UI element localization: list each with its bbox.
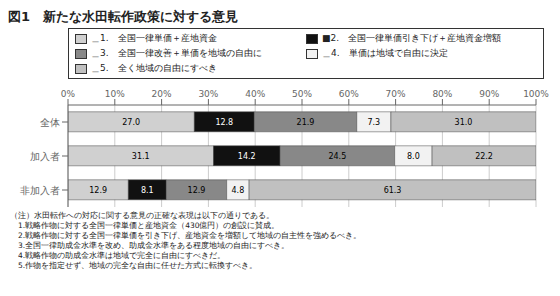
svg-text:14.2: 14.2 — [238, 152, 256, 161]
html-text:＿5. 全く地域の自由にすべき: ＿5. 全く地域の自由にすべき — [91, 63, 217, 73]
svg-text:12.9: 12.9 — [188, 186, 206, 195]
html-text:図1 新たな水田転作政策に対する意見: 図1 新たな水田転作政策に対する意見 — [8, 9, 238, 24]
svg-text:60%: 60% — [339, 89, 359, 99]
html-text:＿4. 単価は地域で自由に決定: ＿4. 単価は地域で自由に決定 — [322, 48, 448, 58]
html-text:＿3. 全国一律改善＋単価を地域の自由に: ＿3. 全国一律改善＋単価を地域の自由に — [91, 48, 262, 58]
svg-text:61.3: 61.3 — [384, 186, 402, 195]
svg-text:31.1: 31.1 — [132, 152, 150, 161]
html-text:（注）水田転作への対応に関する意見の正確な表現は以下の通りで: （注）水田転作への対応に関する意見の正確な表現は以下の通りである。 — [10, 211, 274, 220]
svg-text:27.0: 27.0 — [122, 118, 140, 127]
svg-text:24.5: 24.5 — [328, 152, 346, 161]
svg-text:12.9: 12.9 — [89, 186, 107, 195]
svg-text:加入者: 加入者 — [30, 151, 60, 162]
svg-text:80%: 80% — [432, 89, 452, 99]
svg-text:非加入者: 非加入者 — [20, 185, 60, 196]
svg-text:30%: 30% — [198, 89, 218, 99]
svg-text:20%: 20% — [152, 89, 172, 99]
svg-text:7.3: 7.3 — [367, 118, 380, 127]
svg-text:10%: 10% — [105, 89, 125, 99]
svg-text:4.8: 4.8 — [232, 186, 245, 195]
html-text:4.戦略作物の助成金水準は地域で完全に自由にすべきだ。: 4.戦略作物の助成金水準は地域で完全に自由にすべきだ。 — [10, 251, 226, 260]
html-text:5.作物を指定せず、地域の完全な自由に任せた方式に転換すべき: 5.作物を指定せず、地域の完全な自由に任せた方式に転換すべき。 — [10, 261, 258, 270]
svg-text:40%: 40% — [245, 89, 265, 99]
svg-text:8.0: 8.0 — [407, 152, 420, 161]
svg-text:50%: 50% — [292, 89, 312, 99]
svg-text:21.9: 21.9 — [297, 118, 315, 127]
html-text:■2. 全国一律単価引き下げ＋産地資金増額: ■2. 全国一律単価引き下げ＋産地資金増額 — [322, 33, 502, 43]
svg-text:90%: 90% — [479, 89, 499, 99]
svg-text:8.1: 8.1 — [141, 186, 154, 195]
svg-text:0%: 0% — [61, 89, 76, 99]
html-text:3.全国一律助成金水準を改め、助成金水準をある程度地域の自由: 3.全国一律助成金水準を改め、助成金水準をある程度地域の自由にすべき。 — [10, 241, 290, 250]
svg-text:全体: 全体 — [40, 117, 60, 128]
html-text:1.戦略作物に対する全国一律単価と産地資金（430億円）の創: 1.戦略作物に対する全国一律単価と産地資金（430億円）の創設に賛成。 — [10, 221, 280, 230]
svg-text:22.2: 22.2 — [475, 152, 493, 161]
svg-text:100%: 100% — [523, 89, 549, 99]
svg-text:70%: 70% — [386, 89, 406, 99]
svg-text:31.0: 31.0 — [455, 118, 473, 127]
html-text:2.戦略作物に対する全国一律単価を引き下げ、産地資金を増額し: 2.戦略作物に対する全国一律単価を引き下げ、産地資金を増額して地域の自主性を強め… — [10, 231, 362, 240]
html-text:＿1. 全国一律単価＋産地資金: ＿1. 全国一律単価＋産地資金 — [91, 33, 217, 43]
svg-text:12.8: 12.8 — [215, 118, 233, 127]
